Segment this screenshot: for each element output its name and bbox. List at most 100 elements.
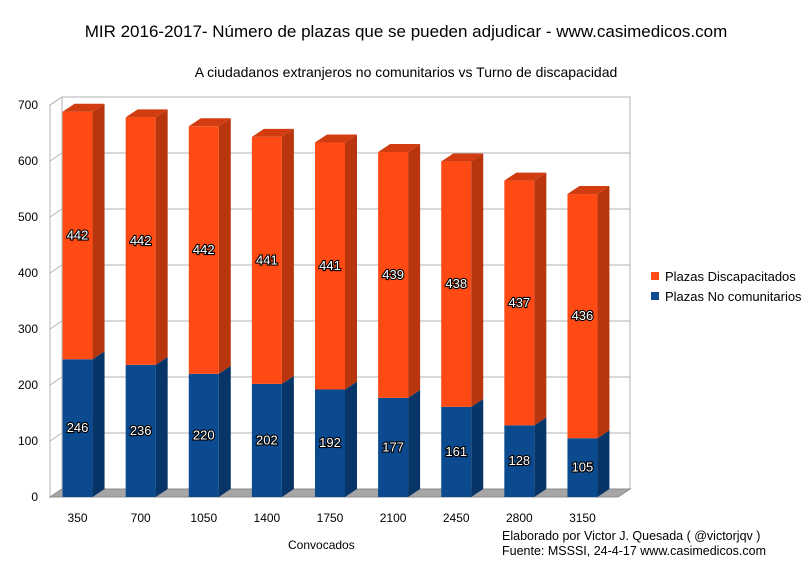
- bar-discapacitados: [315, 142, 345, 390]
- bar-discapacitados: [504, 180, 535, 426]
- legend-swatch-no-comunitarios: [651, 292, 659, 300]
- bar-side-discapacitados: [534, 172, 547, 426]
- bar-top-discapacitados: [441, 153, 484, 162]
- data-label: 441: [319, 258, 341, 273]
- bar-no-comunitarios: [251, 383, 282, 497]
- legend-label-no-comunitarios: Plazas No comunitarios: [665, 288, 802, 304]
- bar-top-discapacitados: [504, 172, 547, 181]
- bar-top-discapacitados: [315, 134, 357, 143]
- y-tick-label: 0: [31, 490, 38, 504]
- y-tick-label: 300: [18, 322, 38, 336]
- bar-top-discapacitados: [567, 186, 610, 195]
- bar-side-discapacitados: [218, 118, 231, 374]
- legend-item-no-comunitarios: Plazas No comunitarios: [651, 286, 802, 306]
- bar-discapacitados: [125, 117, 156, 365]
- x-tick-label: 1750: [317, 511, 344, 525]
- y-tick-label: 100: [18, 434, 38, 448]
- data-label: 246: [67, 420, 89, 435]
- bar-no-comunitarios: [504, 425, 535, 497]
- data-label: 442: [130, 233, 152, 248]
- gridline-side: [49, 432, 63, 442]
- gridline-side: [49, 96, 63, 106]
- bar-discapacitados: [62, 111, 93, 360]
- gridline-side: [49, 152, 63, 162]
- bar-side-discapacitados: [471, 153, 484, 407]
- bar-discapacitados: [378, 152, 409, 398]
- bar-side-discapacitados: [92, 103, 105, 360]
- bar-discapacitados: [188, 126, 219, 374]
- y-tick-label: 700: [18, 98, 38, 112]
- data-label: 177: [382, 439, 404, 454]
- data-label: 438: [445, 276, 467, 291]
- bar-side-no-comunitarios: [281, 375, 294, 497]
- x-tick-label: 2450: [443, 511, 470, 525]
- bar-side-no-comunitarios: [534, 417, 547, 497]
- bar-side-no-comunitarios: [408, 389, 421, 497]
- data-label: 439: [382, 267, 404, 282]
- bar-side-discapacitados: [281, 128, 294, 384]
- data-label: 442: [193, 242, 215, 257]
- gridline-side: [49, 320, 63, 330]
- y-tick-label: 600: [18, 154, 38, 168]
- bar-top-discapacitados: [62, 103, 105, 112]
- bar-no-comunitarios: [315, 389, 345, 497]
- legend-label-discapacitados: Plazas Discapacitados: [665, 268, 796, 284]
- chart-title: MIR 2016-2017- Número de plazas que se p…: [84, 22, 728, 41]
- bar-no-comunitarios: [125, 364, 156, 497]
- bar-no-comunitarios: [62, 359, 93, 497]
- footer-author: Elaborado por Victor J. Quesada ( @victo…: [502, 529, 761, 543]
- chart-subtitle: A ciudadanos extranjeros no comunitarios…: [194, 64, 618, 80]
- data-label: 202: [256, 432, 278, 447]
- bar-no-comunitarios: [378, 397, 409, 497]
- bar-no-comunitarios: [567, 438, 598, 497]
- bar-side-discapacitados: [597, 186, 610, 439]
- bar-discapacitados: [441, 161, 472, 407]
- x-tick-label: 1400: [254, 511, 281, 525]
- y-tick-label: 500: [18, 210, 38, 224]
- data-label: 441: [256, 252, 278, 267]
- y-tick-label: 400: [18, 266, 38, 280]
- bar-top-discapacitados: [378, 144, 421, 153]
- x-tick-label: 350: [68, 511, 88, 525]
- legend-item-discapacitados: Plazas Discapacitados: [651, 266, 802, 286]
- gridline-side: [49, 208, 63, 218]
- bar-side-no-comunitarios: [155, 356, 168, 497]
- bar-top-discapacitados: [251, 128, 294, 137]
- gridline-side: [49, 264, 63, 274]
- x-axis-label: Convocados: [288, 538, 355, 552]
- x-tick-label: 3150: [569, 511, 596, 525]
- legend-swatch-discapacitados: [651, 272, 659, 280]
- data-label: 437: [508, 295, 530, 310]
- gridline-side: [49, 376, 63, 386]
- bar-no-comunitarios: [188, 373, 219, 497]
- bar-no-comunitarios: [441, 406, 472, 497]
- footer-source: Fuente: MSSSI, 24-4-17 www.casimedicos.c…: [502, 544, 766, 558]
- x-tick-label: 700: [131, 511, 151, 525]
- bar-side-no-comunitarios: [218, 365, 231, 497]
- footer-credits: Elaborado por Victor J. Quesada ( @victo…: [502, 529, 766, 559]
- bar-side-no-comunitarios: [597, 430, 610, 497]
- bar-discapacitados: [567, 194, 598, 439]
- bar-top-discapacitados: [188, 118, 231, 127]
- data-label: 236: [130, 423, 152, 438]
- x-tick-label: 2800: [506, 511, 533, 525]
- data-label: 220: [193, 427, 215, 442]
- x-tick-label: 1050: [190, 511, 217, 525]
- legend: Plazas Discapacitados Plazas No comunita…: [651, 266, 802, 306]
- x-tick-label: 2100: [380, 511, 407, 525]
- bar-side-no-comunitarios: [345, 381, 357, 497]
- y-tick-label: 200: [18, 378, 38, 392]
- data-label: 436: [572, 308, 594, 323]
- data-label: 161: [445, 444, 467, 459]
- bar-side-discapacitados: [345, 134, 357, 390]
- bar-side-discapacitados: [408, 144, 421, 398]
- bar-side-no-comunitarios: [92, 351, 105, 497]
- data-label: 105: [572, 460, 594, 475]
- data-label: 192: [319, 435, 341, 450]
- bar-discapacitados: [251, 136, 282, 384]
- bar-top-discapacitados: [125, 109, 168, 118]
- data-label: 442: [67, 227, 89, 242]
- data-label: 128: [508, 453, 530, 468]
- bar-side-no-comunitarios: [471, 398, 484, 497]
